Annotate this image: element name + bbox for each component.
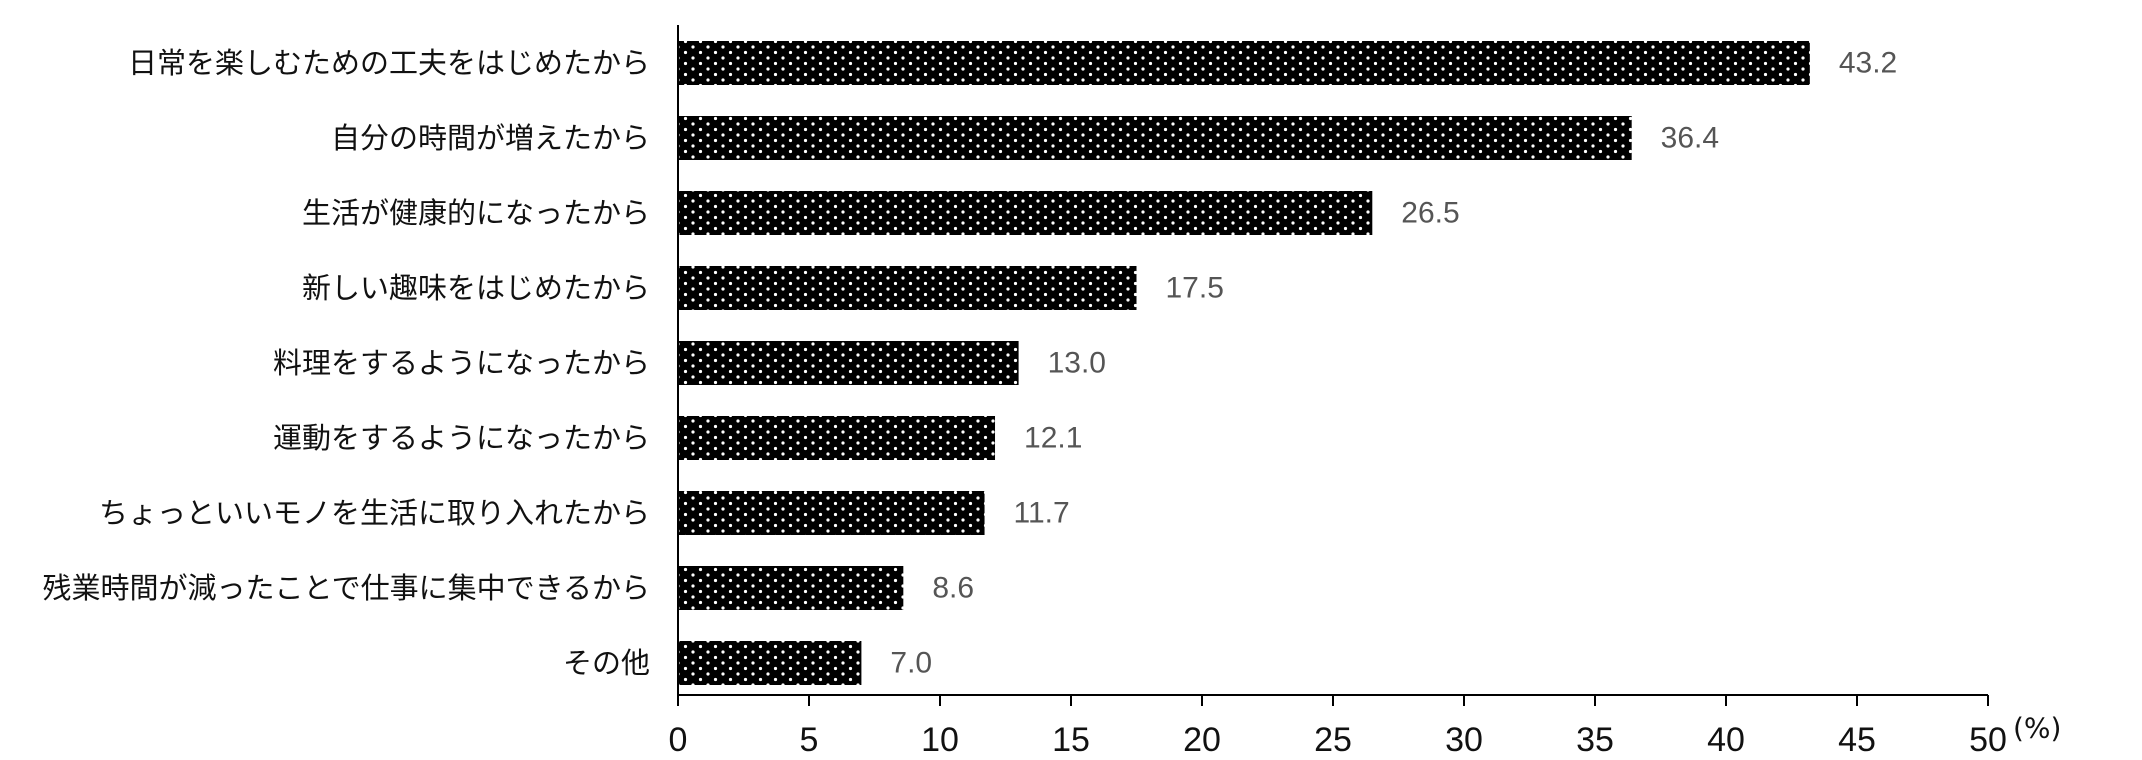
bar-3 (678, 266, 1137, 310)
category-label-6: ちょっといいモノを生活に取り入れたから (99, 496, 650, 530)
bar-4 (678, 341, 1019, 385)
category-label-0: 日常を楽しむための工夫をはじめたから (128, 46, 650, 80)
category-label-5: 運動をするようになったから (273, 421, 650, 455)
x-tick-label-5: 25 (1314, 721, 1352, 759)
value-label-1: 36.4 (1661, 122, 1719, 155)
category-label-7: 残業時間が減ったことで仕事に集中できるから (42, 571, 650, 605)
x-tick-label-2: 10 (921, 721, 959, 759)
x-tick-label-10: 50 (1969, 721, 2007, 759)
value-label-7: 8.6 (932, 572, 974, 605)
category-label-2: 生活が健康的になったから (302, 196, 650, 230)
category-label-3: 新しい趣味をはじめたから (302, 271, 650, 305)
value-label-8: 7.0 (890, 647, 932, 680)
bar-1 (678, 116, 1632, 160)
bar-6 (678, 491, 985, 535)
value-label-0: 43.2 (1839, 47, 1897, 80)
x-tick-label-0: 0 (669, 721, 688, 759)
category-label-1: 自分の時間が増えたから (331, 121, 650, 155)
category-label-4: 料理をするようになったから (273, 346, 650, 380)
bar-0 (678, 41, 1810, 85)
bar-8 (678, 641, 862, 685)
value-labels: 43.2 36.4 26.5 17.5 13.0 12.1 11.7 8.6 7.0 (890, 47, 1897, 680)
bar-2 (678, 191, 1373, 235)
x-tick-label-8: 40 (1707, 721, 1745, 759)
category-labels: 日常を楽しむための工夫をはじめたから自分の時間が増えたから生活が健康的になったか… (42, 46, 650, 680)
value-label-5: 12.1 (1024, 422, 1082, 455)
x-tick-label-7: 35 (1576, 721, 1614, 759)
bar-7 (678, 566, 904, 610)
x-tick-label-9: 45 (1838, 721, 1876, 759)
x-tick-label-6: 30 (1445, 721, 1483, 759)
value-label-4: 13.0 (1048, 347, 1106, 380)
value-label-3: 17.5 (1166, 272, 1224, 305)
x-tick-label-3: 15 (1052, 721, 1090, 759)
x-tick-label-4: 20 (1183, 721, 1221, 759)
axes: 0 5 10 15 20 25 30 35 40 45 50 (%) (669, 25, 2061, 759)
category-label-8: その他 (563, 646, 650, 680)
bars-layer (678, 41, 1810, 685)
value-label-6: 11.7 (1014, 497, 1070, 530)
bar-5 (678, 416, 996, 460)
value-label-2: 26.5 (1401, 197, 1459, 230)
x-unit-label: (%) (2013, 712, 2061, 745)
x-tick-label-1: 5 (800, 721, 819, 759)
